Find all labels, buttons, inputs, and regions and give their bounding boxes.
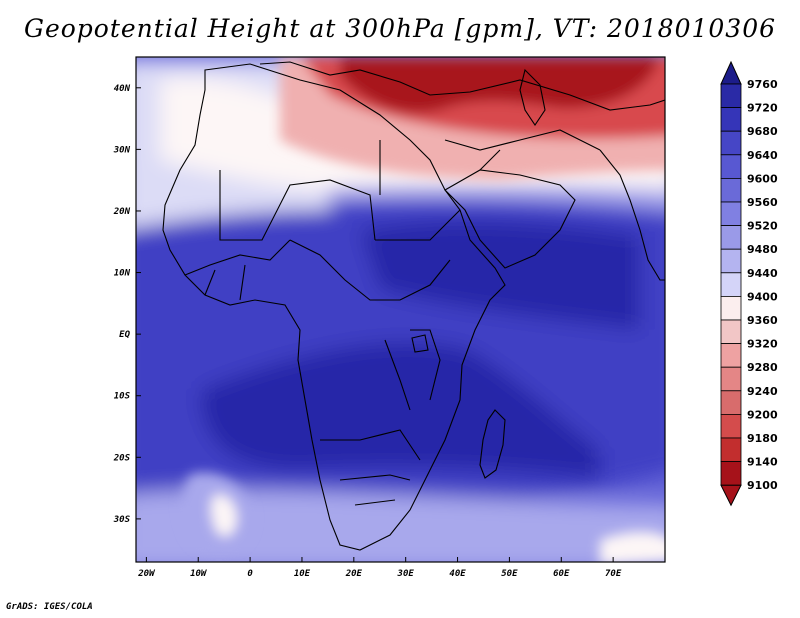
colorbar-label: 9140 <box>747 456 778 469</box>
y-tick-label: 10S <box>114 392 131 402</box>
x-tick-label: 20E <box>345 569 363 579</box>
colorbar-label: 9600 <box>747 172 778 185</box>
colorbar-label: 9440 <box>747 267 778 280</box>
y-tick-label: EQ <box>119 330 130 340</box>
arabia-coastline <box>444 169 576 269</box>
colorbar-label: 9320 <box>747 338 778 351</box>
y-tick-label: 30N <box>113 145 131 155</box>
latitude-axis: 40N 30N 20N 10N EQ 10S 20S 30S <box>113 84 141 525</box>
x-tick-label: 40E <box>449 569 466 579</box>
x-tick-label: 20W <box>137 569 156 579</box>
x-tick-label: 10W <box>190 569 208 579</box>
india-coastline <box>599 149 665 281</box>
y-tick-label: 20S <box>113 453 131 463</box>
colorbar-label: 9400 <box>747 290 778 303</box>
footer-credit: GrADS: IGES/COLA <box>6 602 93 612</box>
border-east <box>384 329 441 411</box>
border-nile <box>375 140 461 241</box>
mediterranean-north <box>259 61 665 111</box>
colorbar-label: 9480 <box>747 243 778 256</box>
colorbar-label: 9680 <box>747 125 778 138</box>
x-tick-label: 60E <box>553 569 570 579</box>
caspian-coastline <box>519 68 546 126</box>
colorbar-swatch <box>720 83 742 109</box>
colorbar-top-arrow <box>720 60 742 85</box>
colorbar-swatch <box>720 107 742 132</box>
lake-victoria <box>411 334 429 353</box>
chart-title: Geopotential Height at 300hPa [gpm], VT:… <box>23 14 777 43</box>
colorbar-swatch <box>720 154 742 179</box>
colorbar-label: 9100 <box>747 479 778 492</box>
x-tick-label: 10E <box>294 569 311 579</box>
border-west <box>184 239 291 301</box>
colorbar: 9760 9720 9680 9640 9600 9560 9520 9480 9440 9400… <box>720 60 778 507</box>
colorbar-swatch <box>720 201 742 227</box>
colorbar-label: 9180 <box>747 432 778 445</box>
colorbar-bottom-arrow <box>720 484 742 507</box>
y-tick-label: 10N <box>114 269 131 279</box>
border-saharan <box>219 170 376 241</box>
africa-coastline <box>162 63 506 551</box>
y-tick-label: 40N <box>114 84 131 94</box>
colorbar-swatch <box>720 319 742 345</box>
colorbar-swatch <box>720 130 742 156</box>
colorbar-label: 9760 <box>747 78 778 91</box>
colorbar-swatch <box>720 461 742 486</box>
border-mideast <box>444 129 601 171</box>
y-tick-label: 30S <box>113 515 131 525</box>
colorbar-swatch <box>720 343 742 368</box>
colorbar-label: 9640 <box>747 149 778 162</box>
height-field <box>136 57 665 562</box>
border-southern <box>320 429 421 506</box>
colorbar-label: 9200 <box>747 408 778 421</box>
colorbar-label: 9520 <box>747 220 778 233</box>
colorbar-label: 9360 <box>747 314 778 327</box>
colorbar-label: 9720 <box>747 102 778 115</box>
colorbar-swatch <box>720 295 742 321</box>
y-tick-label: 20N <box>113 207 131 217</box>
colorbar-swatch <box>720 390 742 415</box>
map-frame <box>135 56 666 563</box>
colorbar-label: 9560 <box>747 196 778 209</box>
colorbar-swatch <box>720 413 742 439</box>
x-tick-label: 30E <box>397 569 415 579</box>
colorbar-swatch <box>720 272 742 297</box>
x-tick-label: 50E <box>501 569 518 579</box>
longitude-axis: 20W 10W 0 10E 20E 30E 40E 50E 60E 70E <box>137 557 622 579</box>
border-central <box>289 239 451 301</box>
colorbar-swatch <box>720 177 742 203</box>
colorbar-swatch <box>720 437 742 463</box>
madagascar-coastline <box>479 409 506 479</box>
x-tick-label: 70E <box>605 569 622 579</box>
colorbar-label: 9280 <box>747 361 778 374</box>
colorbar-swatch <box>720 248 742 274</box>
x-tick-label: 0 <box>247 569 253 579</box>
colorbar-swatch <box>720 225 742 250</box>
coastlines <box>162 61 665 551</box>
colorbar-label: 9240 <box>747 385 778 398</box>
colorbar-swatch <box>720 366 742 392</box>
